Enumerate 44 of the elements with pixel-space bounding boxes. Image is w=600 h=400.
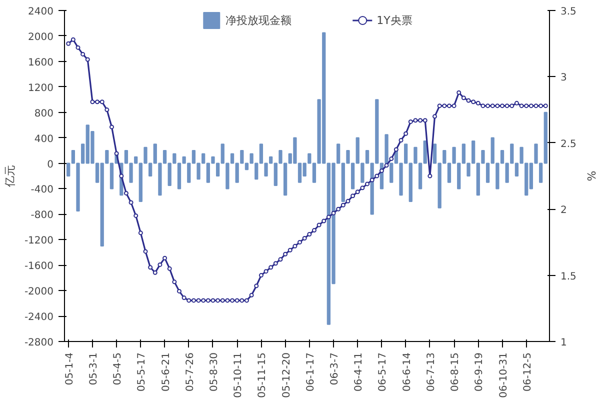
y-tick-label: -2800 bbox=[24, 338, 54, 348]
x-tick-label: 06-8-15 bbox=[450, 352, 462, 392]
x-tick-label: 06-1-17 bbox=[305, 352, 316, 392]
y-tick-label: 800 bbox=[34, 108, 54, 120]
y-axis-title: 亿元 bbox=[3, 165, 16, 188]
x-tick-label: 05-6-21 bbox=[160, 352, 172, 392]
x-tick-label: 05-11-15 bbox=[257, 352, 268, 398]
y2-tick-label: 2 bbox=[560, 205, 567, 216]
x-tick-label: 05-12-20 bbox=[281, 352, 292, 398]
x-tick-label: 06-12-5 bbox=[522, 352, 534, 392]
x-tick-label: 05-1-4 bbox=[64, 352, 76, 386]
x-tick-label: 06-6-14 bbox=[402, 352, 413, 392]
x-tick-label: 06-7-13 bbox=[426, 352, 437, 392]
y-tick-label: 2400 bbox=[28, 6, 54, 18]
x-tick-label: 06-3-7 bbox=[330, 352, 341, 386]
y-tick-label: 1600 bbox=[28, 57, 54, 68]
y2-tick-label: 1.5 bbox=[560, 271, 576, 282]
x-tick-label: 06-10-31 bbox=[498, 352, 510, 398]
y-tick-label: -800 bbox=[30, 210, 54, 222]
y-tick-label: -2000 bbox=[24, 286, 54, 298]
x-tick-label: 05-8-30 bbox=[208, 352, 220, 392]
y-tick-label: -400 bbox=[30, 184, 54, 196]
x-tick-label: 06-5-17 bbox=[378, 352, 389, 392]
y2-tick-label: 3 bbox=[560, 72, 567, 84]
x-tick-label: 05-10-11 bbox=[233, 352, 244, 398]
y2-axis-title: % bbox=[584, 170, 598, 182]
x-tick-label: 05-4-5 bbox=[112, 352, 124, 386]
y-tick-label: -1600 bbox=[24, 261, 54, 272]
legend-label: 1Y央票 bbox=[376, 12, 412, 28]
x-tick-label: 06-9-19 bbox=[474, 352, 486, 392]
y2-tick-label: 3.5 bbox=[560, 6, 576, 18]
x-tick-label: 06-4-11 bbox=[354, 352, 365, 392]
y2-tick-label: 1 bbox=[560, 338, 567, 348]
y-tick-label: 400 bbox=[34, 134, 54, 145]
y-tick-label: 1200 bbox=[28, 82, 54, 94]
x-tick-label: 05-3-1 bbox=[88, 352, 100, 386]
y-tick-label: -2400 bbox=[24, 312, 54, 324]
x-tick-label: 05-5-17 bbox=[136, 352, 148, 392]
y-tick-label: 0 bbox=[47, 159, 54, 170]
x-tick-label: 05-7-26 bbox=[184, 352, 196, 392]
legend-label: 净投放现金额 bbox=[226, 12, 292, 28]
y2-tick-label: 2.5 bbox=[560, 138, 576, 150]
y-tick-label: -1200 bbox=[24, 236, 54, 247]
y-tick-label: 2000 bbox=[28, 32, 54, 43]
